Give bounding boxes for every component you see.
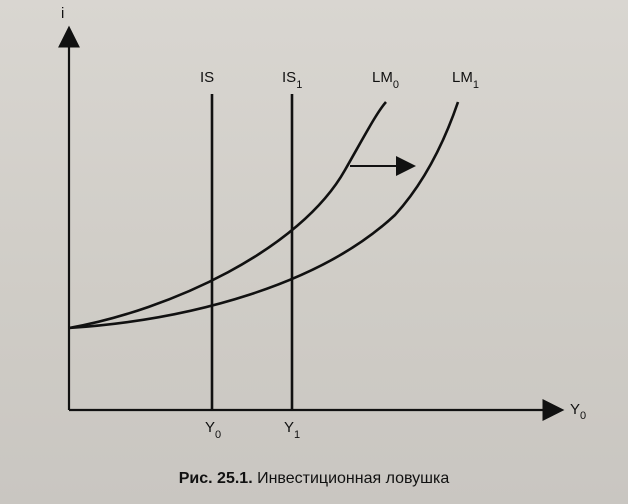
x-axis-label: Y0 — [570, 401, 586, 422]
figure-caption: Рис. 25.1. Инвестиционная ловушка — [0, 470, 628, 488]
caption-number: Рис. 25.1. — [178, 470, 253, 487]
caption-text: Инвестиционная ловушка — [257, 470, 450, 487]
y-axis-label: i — [61, 5, 64, 22]
lm0-label: LM0 — [372, 69, 399, 91]
lm0-curve — [68, 101, 387, 330]
lm1-curve — [68, 101, 460, 330]
is1-label: IS1 — [282, 69, 302, 91]
tick-y0-label: Y0 — [205, 419, 221, 441]
lm1-label: LM1 — [452, 69, 479, 91]
tick-y1-label: Y1 — [284, 419, 300, 441]
is0-label: IS — [200, 69, 214, 86]
